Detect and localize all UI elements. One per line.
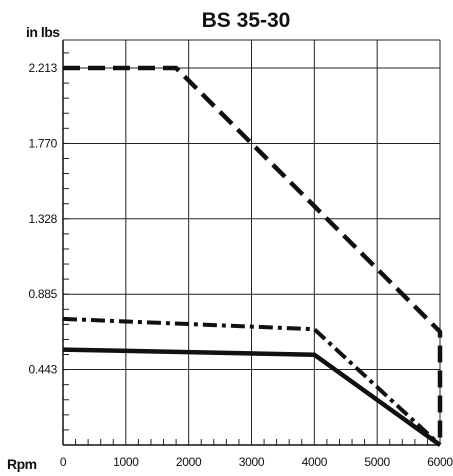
y-axis-label: in lbs <box>26 24 60 40</box>
y-tick-label: 1.328 <box>28 212 57 226</box>
x-tick-label: 4000 <box>302 455 328 469</box>
x-tick-label: 1000 <box>113 455 139 469</box>
y-tick-label: 2.213 <box>28 61 57 75</box>
x-axis-label: Rpm <box>7 456 37 472</box>
x-tick-label: 0 <box>60 455 67 469</box>
x-tick-label: 3000 <box>239 455 265 469</box>
y-tick-label: 1.770 <box>28 136 57 150</box>
grid-lines <box>63 40 440 445</box>
x-tick-label: 6000 <box>427 455 453 469</box>
y-tick-label: 0.885 <box>28 287 57 301</box>
chart-title: BS 35-30 <box>202 9 291 32</box>
x-tick-label: 2000 <box>176 455 202 469</box>
x-tick-label: 5000 <box>364 455 390 469</box>
y-tick-label: 0.443 <box>28 363 57 377</box>
